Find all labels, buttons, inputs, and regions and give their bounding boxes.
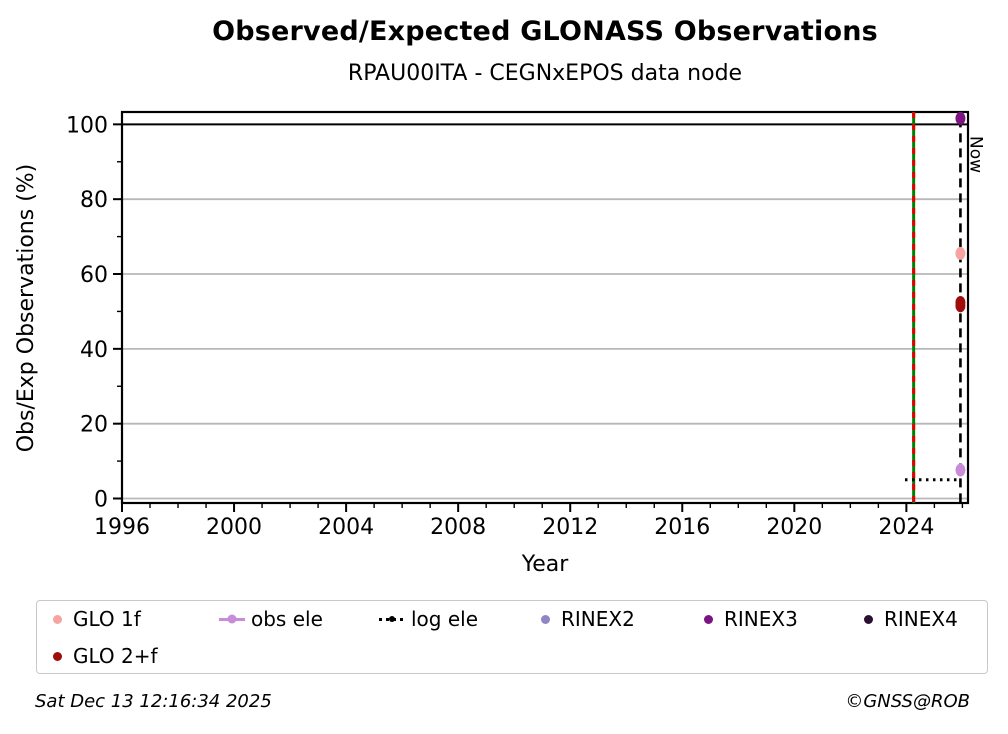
legend-label: GLO 1f [73,607,141,631]
y-tick-label: 20 [80,413,108,438]
x-tick-label: 2024 [878,515,934,540]
x-tick-label: 2008 [430,515,486,540]
x-tick-label: 2012 [542,515,598,540]
y-tick-label: 60 [80,263,108,288]
legend-item-rinex3: RINEX3 [704,607,798,631]
glo-1f-marker-icon [53,614,62,624]
legend-item-rinex2: RINEX2 [541,607,635,631]
y-tick-label: 0 [94,488,108,513]
chart-subtitle: RPAU00ITA - CEGNxEPOS data node [347,61,743,86]
point-obs-ele [955,463,966,477]
rinex2-marker-icon [541,614,550,624]
copyright-notice: ©GNSS@ROB [845,691,970,712]
x-tick-label: 2020 [766,515,822,540]
legend-item-glo-2f: GLO 2+f [53,644,158,668]
y-axis-label: Obs/Exp Observations (%) [14,163,39,453]
point-glo-1f [955,246,966,260]
legend-label: log ele [411,607,479,631]
legend-label: RINEX4 [884,607,958,631]
x-tick-label: 2004 [318,515,374,540]
point-rinex3 [955,111,966,125]
legend-label: RINEX3 [724,607,798,631]
log-ele-marker-icon [379,615,405,624]
obs-ele-marker-icon [219,614,245,624]
y-tick-label: 80 [80,188,108,213]
now-label: Now [965,136,985,173]
glo-2f-marker-icon [53,651,62,661]
x-tick-label: 1996 [94,515,150,540]
legend-label: GLO 2+f [73,644,158,668]
x-axis-label: Year [521,552,569,577]
legend-label: RINEX2 [561,607,635,631]
rinex3-marker-icon [704,614,713,624]
point-glo-2-f [955,295,966,309]
legend-label: obs ele [251,607,323,631]
plot-timestamp: Sat Dec 13 12:16:34 2025 [35,691,272,712]
chart-title: Observed/Expected GLONASS Observations [212,16,878,47]
x-tick-label: 2000 [206,515,262,540]
legend-item-rinex4: RINEX4 [864,607,958,631]
legend: GLO 1f obs ele log ele RINEX2 RINEX3 RIN… [36,600,988,674]
x-tick-label: 2016 [654,515,710,540]
y-tick-label: 40 [80,338,108,363]
plot-frame [120,110,970,505]
legend-item-log-ele: log ele [379,607,479,631]
y-tick-label: 100 [66,113,108,138]
legend-item-glo-1f: GLO 1f [53,607,141,631]
rinex4-marker-icon [864,614,873,624]
legend-item-obs-ele: obs ele [219,607,323,631]
